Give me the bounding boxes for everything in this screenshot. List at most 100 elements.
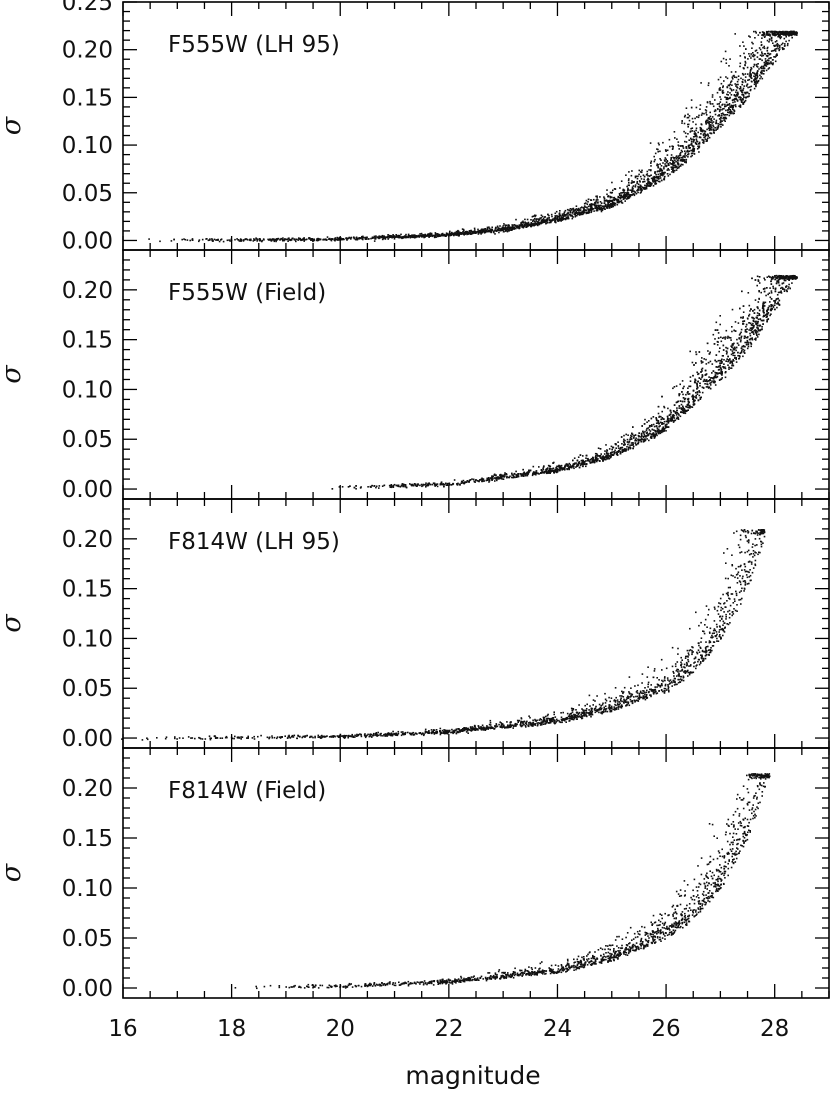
data-point bbox=[722, 89, 724, 92]
data-point bbox=[579, 207, 582, 209]
data-point bbox=[191, 238, 194, 240]
data-point bbox=[773, 304, 776, 306]
data-point bbox=[657, 405, 660, 408]
data-point bbox=[571, 217, 574, 220]
data-point bbox=[722, 57, 725, 60]
data-point bbox=[678, 394, 680, 397]
data-point bbox=[757, 34, 760, 36]
data-point bbox=[795, 33, 798, 35]
data-point bbox=[748, 95, 750, 97]
data-point bbox=[779, 44, 781, 47]
data-point bbox=[527, 221, 530, 224]
data-point bbox=[756, 284, 758, 287]
data-point bbox=[717, 123, 720, 125]
data-point bbox=[470, 230, 473, 232]
data-point bbox=[490, 228, 492, 231]
data-point bbox=[704, 138, 707, 140]
data-point bbox=[756, 336, 759, 338]
data-point bbox=[686, 150, 688, 153]
data-point bbox=[294, 239, 296, 241]
data-point bbox=[624, 439, 626, 442]
y-axis-label: σ bbox=[0, 115, 27, 135]
data-point bbox=[650, 417, 653, 420]
data-point bbox=[668, 138, 671, 141]
data-point bbox=[582, 211, 584, 213]
data-point bbox=[448, 233, 450, 235]
data-point bbox=[623, 194, 625, 197]
data-point bbox=[774, 301, 776, 303]
data-point bbox=[596, 207, 599, 210]
data-point bbox=[720, 368, 723, 371]
data-point bbox=[659, 421, 662, 424]
data-point bbox=[643, 175, 646, 178]
data-point bbox=[412, 236, 414, 239]
data-point bbox=[551, 219, 553, 222]
data-point bbox=[688, 150, 691, 152]
data-point bbox=[661, 179, 663, 182]
data-point bbox=[689, 380, 692, 382]
data-point bbox=[638, 435, 641, 437]
data-point bbox=[719, 101, 722, 103]
data-point bbox=[510, 228, 513, 230]
data-point bbox=[723, 359, 725, 361]
data-point bbox=[757, 318, 760, 321]
data-point bbox=[782, 275, 784, 277]
data-point bbox=[739, 332, 742, 335]
data-point bbox=[696, 383, 698, 385]
data-point bbox=[520, 223, 522, 225]
data-point bbox=[573, 213, 576, 215]
data-point bbox=[600, 453, 602, 455]
data-point bbox=[534, 215, 536, 218]
data-point bbox=[665, 165, 668, 168]
data-point bbox=[614, 449, 616, 452]
data-point bbox=[756, 76, 758, 79]
data-point bbox=[609, 206, 611, 208]
data-point bbox=[751, 55, 754, 57]
data-point bbox=[546, 221, 549, 224]
data-point bbox=[522, 474, 524, 477]
data-point bbox=[441, 234, 443, 237]
data-point bbox=[747, 79, 749, 81]
data-point bbox=[749, 338, 751, 341]
data-point bbox=[706, 121, 709, 124]
data-point bbox=[726, 96, 728, 99]
data-point bbox=[734, 71, 737, 73]
data-point bbox=[402, 483, 405, 486]
data-point bbox=[721, 91, 724, 93]
data-point bbox=[353, 236, 355, 238]
data-point bbox=[452, 234, 455, 236]
data-point bbox=[761, 326, 763, 328]
data-point bbox=[694, 380, 696, 382]
data-point bbox=[670, 159, 672, 161]
data-point bbox=[681, 120, 683, 122]
data-point bbox=[713, 129, 716, 132]
data-point bbox=[687, 133, 689, 135]
data-point bbox=[209, 239, 211, 241]
data-point bbox=[712, 333, 715, 336]
data-point bbox=[521, 225, 523, 228]
data-point bbox=[772, 287, 775, 290]
data-point bbox=[639, 186, 641, 188]
data-point bbox=[662, 171, 664, 174]
data-point bbox=[677, 159, 679, 162]
data-point bbox=[690, 106, 693, 109]
data-point bbox=[727, 335, 729, 338]
data-point bbox=[727, 84, 730, 87]
data-point bbox=[545, 222, 548, 224]
data-point bbox=[526, 474, 529, 477]
data-point bbox=[626, 198, 628, 200]
data-point bbox=[309, 238, 312, 240]
data-point bbox=[684, 114, 686, 117]
data-point bbox=[580, 459, 583, 462]
data-point bbox=[724, 338, 726, 340]
data-point bbox=[326, 239, 328, 241]
data-point bbox=[639, 187, 642, 190]
data-point bbox=[733, 104, 735, 107]
data-point bbox=[389, 486, 392, 488]
data-point bbox=[699, 129, 702, 131]
data-point bbox=[529, 223, 531, 225]
data-point bbox=[624, 194, 626, 196]
data-point bbox=[742, 103, 744, 105]
data-point bbox=[640, 440, 642, 443]
data-point bbox=[679, 159, 682, 162]
